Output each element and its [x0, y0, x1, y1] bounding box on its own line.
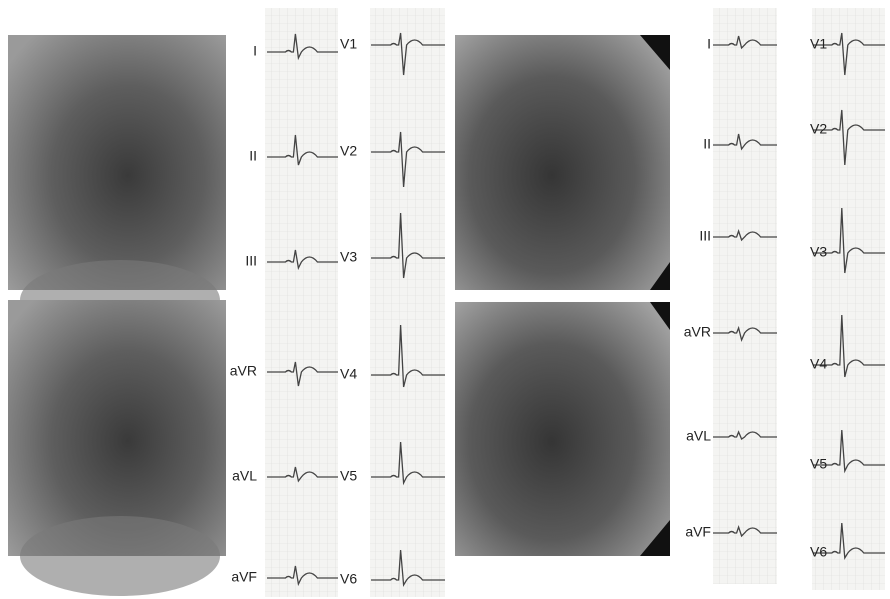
lead-label: aVR	[230, 363, 257, 379]
ecg-trace	[813, 314, 885, 378]
ecg-trace	[371, 324, 445, 388]
ecg-trace	[713, 35, 777, 50]
ecg-trace	[713, 228, 777, 242]
lead-label: aVR	[684, 324, 711, 340]
lead-label: V5	[810, 456, 827, 472]
lead-label: II	[703, 136, 711, 152]
ecg-strip	[370, 8, 445, 597]
ecg-trace	[267, 134, 338, 166]
collimator-edge	[640, 35, 670, 290]
ecg-trace	[713, 325, 777, 343]
angiogram	[8, 300, 226, 556]
angiogram	[455, 302, 670, 556]
lead-label: I	[707, 36, 711, 52]
ecg-trace	[813, 522, 885, 561]
ecg-trace	[813, 32, 885, 76]
lead-label: V5	[340, 468, 357, 484]
ecg-strip	[812, 8, 885, 590]
lead-label: aVF	[685, 524, 711, 540]
lead-label: V1	[340, 36, 357, 52]
lead-label: aVL	[686, 428, 711, 444]
lead-label: III	[245, 253, 257, 269]
ecg-trace	[713, 133, 777, 151]
ecg-trace	[371, 441, 445, 486]
ecg-strips	[265, 8, 885, 597]
lead-label: V4	[340, 366, 357, 382]
lead-label: V4	[810, 356, 827, 372]
ecg-trace	[371, 32, 445, 76]
right-angiograms	[455, 35, 670, 556]
lead-label: V2	[810, 121, 827, 137]
lead-label: aVF	[231, 569, 257, 585]
ecg-trace	[371, 549, 445, 588]
ecg-trace	[267, 33, 338, 61]
ecg-trace	[813, 429, 885, 474]
ecg-trace	[267, 361, 338, 387]
ecg-trace	[371, 131, 445, 188]
lead-label: V6	[810, 544, 827, 560]
lead-label: aVL	[232, 468, 257, 484]
lead-label: V1	[810, 36, 827, 52]
lead-label: V2	[340, 143, 357, 159]
angiogram	[455, 35, 670, 290]
lead-label: V3	[810, 244, 827, 260]
ecg-trace	[371, 212, 445, 279]
ecg-trace	[813, 109, 885, 166]
angiogram	[8, 35, 226, 290]
ecg-trace	[267, 565, 338, 587]
lead-label: V6	[340, 571, 357, 587]
lead-label: II	[249, 148, 257, 164]
ecg-strip	[265, 8, 338, 597]
lead-label: V3	[340, 249, 357, 265]
ecg-trace	[267, 249, 338, 271]
ecg-strip	[713, 8, 777, 584]
left-angiograms	[8, 35, 226, 596]
diaphragm-shadow	[20, 516, 220, 596]
ecg-trace	[267, 466, 338, 483]
ecg-trace	[713, 430, 777, 440]
ecg-trace	[713, 524, 777, 538]
lead-label: I	[253, 43, 257, 59]
collimator-edge	[640, 302, 670, 556]
lead-label: III	[699, 228, 711, 244]
ecg-trace	[813, 207, 885, 274]
